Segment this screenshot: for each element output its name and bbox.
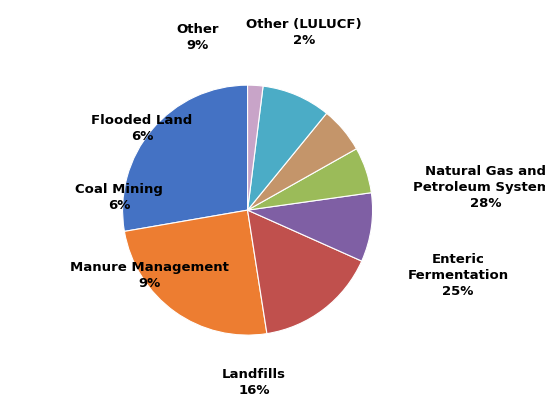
Wedge shape: [124, 210, 267, 335]
Text: Other
9%: Other 9%: [177, 23, 219, 52]
Wedge shape: [247, 113, 356, 210]
Text: Other (LULUCF)
2%: Other (LULUCF) 2%: [246, 18, 362, 47]
Wedge shape: [247, 86, 326, 210]
Wedge shape: [247, 193, 373, 261]
Wedge shape: [123, 85, 247, 231]
Text: Landfills
16%: Landfills 16%: [222, 368, 286, 397]
Text: Enteric
Fermentation
25%: Enteric Fermentation 25%: [408, 253, 508, 298]
Wedge shape: [247, 85, 263, 210]
Wedge shape: [247, 149, 371, 210]
Wedge shape: [247, 210, 362, 334]
Text: Coal Mining
6%: Coal Mining 6%: [75, 183, 163, 212]
Text: Manure Management
9%: Manure Management 9%: [70, 261, 229, 290]
Text: Natural Gas and
Petroleum Systems
28%: Natural Gas and Petroleum Systems 28%: [413, 165, 545, 210]
Text: Flooded Land
6%: Flooded Land 6%: [92, 115, 192, 144]
